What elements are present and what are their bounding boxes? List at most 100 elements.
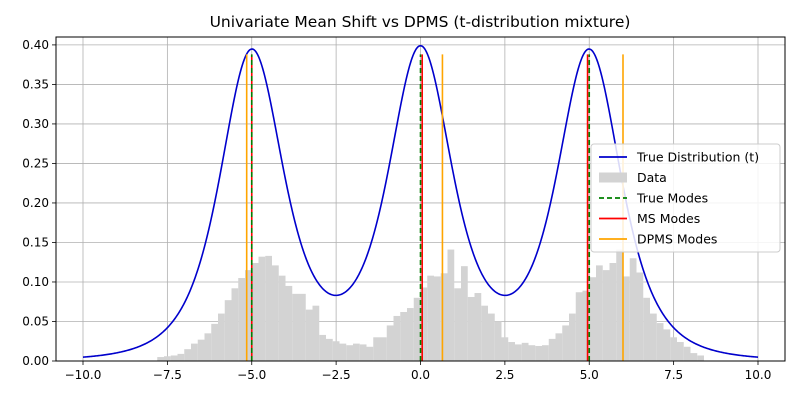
x-tick-label: 5.0 [580, 368, 599, 382]
histogram-bar [434, 276, 441, 361]
legend-label: Data [637, 170, 667, 185]
histogram-bar [359, 344, 367, 361]
histogram-bar [278, 275, 286, 361]
histogram-bar [562, 325, 569, 361]
histogram-bar [447, 249, 455, 361]
histogram-bar [272, 265, 279, 361]
histogram-bar [224, 300, 232, 361]
histogram-bar [251, 263, 259, 361]
legend: True Distribution (t) Data True Modes MS Mo… [590, 143, 781, 253]
histogram-bar [670, 337, 677, 361]
histogram-bar [319, 334, 326, 361]
histogram-bar [515, 344, 522, 361]
x-tick-label: −2.5 [322, 368, 351, 382]
x-tick-label: −5.0 [237, 368, 266, 382]
legend-swatch [599, 172, 627, 183]
histogram-bar [616, 249, 623, 361]
legend-label: True Modes [636, 191, 708, 206]
y-tick-label: 0.00 [22, 354, 49, 368]
histogram-bar [204, 333, 212, 361]
histogram-bar [474, 293, 482, 361]
histogram-bar [373, 337, 380, 361]
histogram-bar [575, 292, 583, 361]
histogram-bar [393, 315, 401, 361]
histogram-bar [589, 277, 596, 361]
y-tick-label: 0.10 [22, 275, 49, 289]
histogram [157, 249, 704, 361]
y-axis: 0.00 0.05 0.10 0.15 0.20 0.25 0.30 0.35 0.40 [22, 38, 56, 368]
histogram-bar [650, 313, 657, 361]
histogram-bar [494, 321, 502, 361]
histogram-bar [299, 293, 306, 361]
histogram-bar [191, 343, 198, 361]
histogram-bar [346, 345, 353, 361]
y-tick-label: 0.15 [22, 235, 49, 249]
histogram-bar [312, 305, 320, 361]
histogram-bar [211, 323, 218, 361]
histogram-bar [413, 297, 421, 361]
histogram-bar [697, 355, 704, 361]
histogram-bar [400, 312, 407, 361]
histogram-bar [177, 353, 185, 361]
histogram-bar [643, 297, 650, 361]
histogram-bar [184, 349, 191, 361]
histogram-bar [501, 337, 509, 361]
x-tick-label: 10.0 [745, 368, 772, 382]
histogram-bar [602, 270, 610, 361]
histogram-bar [258, 256, 266, 361]
histogram-bar [440, 273, 448, 361]
y-tick-label: 0.05 [22, 314, 49, 328]
histogram-bar [245, 270, 252, 361]
histogram-bar [238, 278, 245, 361]
histogram-bar [535, 345, 542, 361]
histogram-bar [427, 275, 434, 361]
histogram-bar [481, 305, 488, 361]
histogram-bar [353, 343, 360, 361]
histogram-bar [542, 345, 549, 361]
histogram-bar [420, 287, 428, 361]
histogram-bar [528, 345, 536, 361]
histogram-bar [454, 288, 461, 361]
y-tick-label: 0.25 [22, 156, 49, 170]
legend-label: DPMS Modes [637, 232, 717, 247]
histogram-bar [332, 341, 340, 361]
x-tick-label: −10.0 [65, 368, 102, 382]
y-tick-label: 0.35 [22, 77, 49, 91]
histogram-bar [690, 353, 698, 361]
y-tick-label: 0.20 [22, 196, 49, 210]
histogram-bar [508, 342, 515, 361]
histogram-bar [569, 313, 576, 361]
histogram-bar [285, 285, 293, 361]
histogram-bar [292, 293, 299, 361]
histogram-bar [609, 263, 617, 361]
histogram-bar [380, 337, 387, 361]
histogram-bar [366, 346, 374, 361]
histogram-bar [157, 357, 164, 361]
x-tick-label: 0.0 [411, 368, 430, 382]
histogram-bar [326, 338, 333, 361]
histogram-bar [596, 265, 603, 361]
histogram-bar [663, 329, 671, 361]
histogram-bar [548, 338, 556, 361]
histogram-bar [629, 258, 637, 361]
true-distribution-curve [82, 44, 759, 358]
legend-label: MS Modes [637, 211, 700, 226]
histogram-bar [521, 342, 529, 361]
histogram-bar [170, 355, 178, 361]
histogram-bar [636, 272, 644, 361]
histogram-bar [339, 343, 347, 361]
x-tick-label: −7.5 [153, 368, 182, 382]
x-axis: −10.0 −7.5 −5.0 −2.5 0.0 2.5 5.0 7.5 10.0 [65, 361, 772, 382]
histogram-bar [407, 308, 414, 361]
y-tick-label: 0.30 [22, 117, 49, 131]
histogram-bar [218, 313, 225, 361]
histogram-bar [164, 356, 171, 361]
histogram-bar [488, 313, 495, 361]
histogram-bar [555, 333, 563, 361]
x-tick-label: 7.5 [664, 368, 683, 382]
histogram-bar [467, 296, 475, 361]
legend-label: True Distribution (t) [636, 150, 759, 165]
y-tick-label: 0.40 [22, 38, 49, 52]
histogram-bar [265, 255, 272, 361]
